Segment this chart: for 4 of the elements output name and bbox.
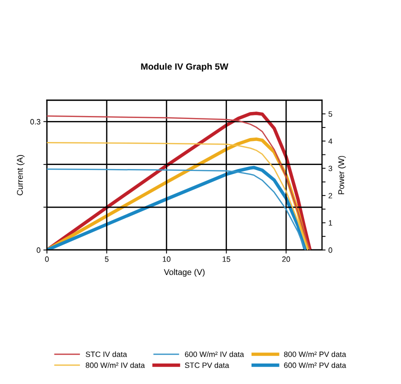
- y2-axis-title: Power (W): [338, 156, 346, 194]
- chart-title: Module IV Graph 5W: [141, 63, 228, 72]
- y-axis-title: Current (A): [16, 155, 24, 196]
- x-axis-title: Voltage (V): [164, 268, 205, 277]
